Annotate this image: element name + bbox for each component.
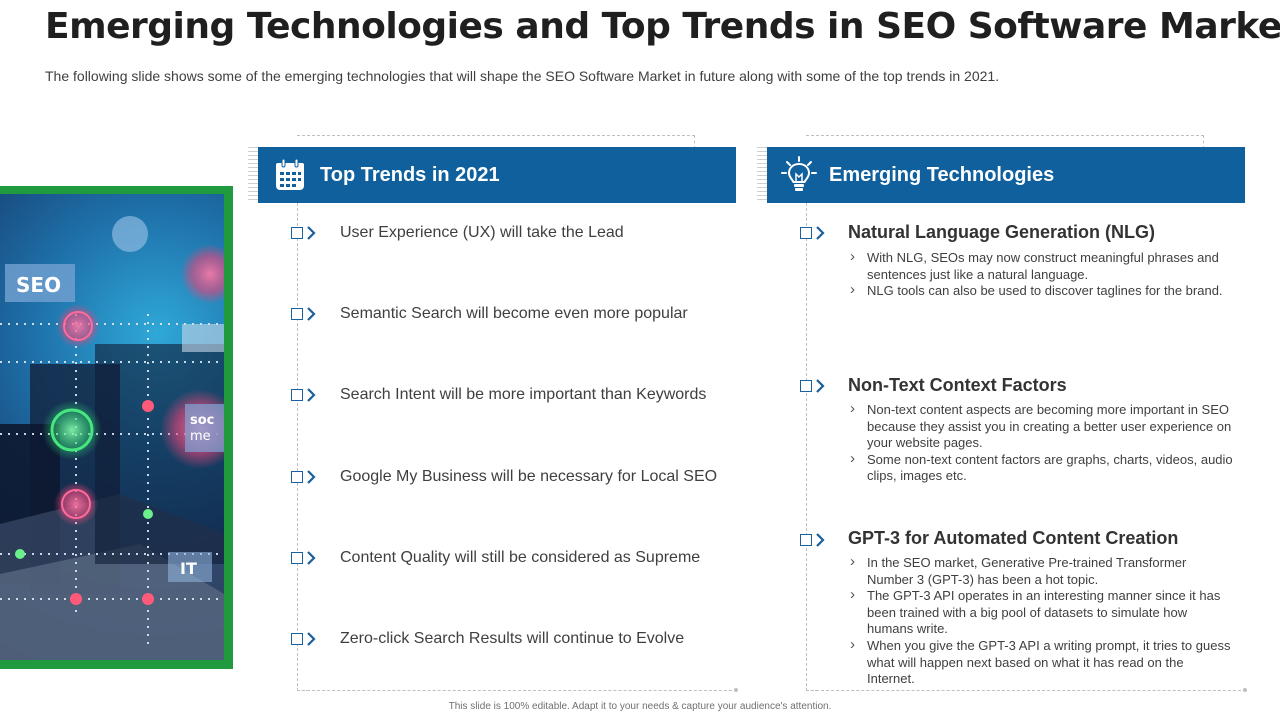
tech-item-title: Non-Text Context Factors (848, 375, 1067, 395)
trends-frame-bottom (297, 690, 737, 691)
footer-note: This slide is 100% editable. Adapt it to… (448, 701, 832, 712)
trends-header-stripes (248, 147, 260, 203)
trend-item: Content Quality will still be considered… (340, 549, 701, 566)
trends-frame-top (297, 135, 695, 149)
tech-header-title: Emerging Technologies (829, 163, 1055, 186)
tech-item-title: Natural Language Generation (NLG) (848, 222, 1156, 242)
media-label: me (190, 429, 211, 444)
trend-bullet-icon (291, 225, 317, 241)
tech-point: Some non-text content factors are graphs… (848, 451, 1233, 485)
tech-item-points: Non-text content aspects are becoming mo… (848, 401, 1233, 485)
tech-bullet-icon (800, 378, 826, 394)
tech-item-points: In the SEO market, Generative Pre-traine… (848, 554, 1233, 688)
seo-image-frame: SEO soc me IT (0, 186, 233, 669)
tech-item-title: GPT-3 for Automated Content Creation (848, 528, 1179, 548)
tech-point: In the SEO market, Generative Pre-traine… (848, 554, 1233, 588)
trend-item: Semantic Search will become even more po… (340, 305, 688, 322)
trends-frame-dot (734, 688, 738, 692)
trend-bullet-icon (291, 550, 317, 566)
it-label: IT (180, 559, 197, 578)
tech-point: The GPT-3 API operates in an interesting… (848, 587, 1233, 638)
tech-point: NLG tools can also be used to discover t… (848, 282, 1233, 300)
seo-label: SEO (16, 273, 61, 297)
trend-bullet-icon (291, 387, 317, 403)
tech-frame-bottom (806, 690, 1246, 691)
trend-item: Google My Business will be necessary for… (340, 468, 718, 485)
tech-frame-dot (1243, 688, 1247, 692)
trend-bullet-icon (291, 469, 317, 485)
tech-point: When you give the GPT-3 API a writing pr… (848, 637, 1233, 688)
trends-header-title: Top Trends in 2021 (320, 163, 500, 186)
tech-bullet-icon (800, 225, 826, 241)
slide-subtitle: The following slide shows some of the em… (45, 68, 1000, 84)
trends-header: Top Trends in 2021 (258, 147, 736, 203)
trend-item: Search Intent will be more important tha… (340, 386, 707, 403)
seo-technology-image: SEO soc me IT (0, 194, 224, 660)
tech-header: Emerging Technologies (767, 147, 1245, 203)
trend-item: User Experience (UX) will take the Lead (340, 224, 624, 241)
tech-point: With NLG, SEOs may now construct meaning… (848, 249, 1233, 283)
trend-item: Zero-click Search Results will continue … (340, 630, 685, 647)
tech-item-points: With NLG, SEOs may now construct meaning… (848, 249, 1233, 300)
trend-bullet-icon (291, 631, 317, 647)
lightbulb-icon (779, 155, 819, 195)
trend-bullet-icon (291, 306, 317, 322)
tech-bullet-icon (800, 532, 826, 548)
calendar-icon (270, 155, 310, 195)
tech-frame-top (806, 135, 1204, 149)
seo-illustration: SEO soc me IT (0, 216, 224, 660)
tech-header-stripes (757, 147, 769, 203)
slide-title: Emerging Technologies and Top Trends in … (45, 6, 1280, 47)
social-label: soc (190, 413, 214, 428)
tech-point: Non-text content aspects are becoming mo… (848, 401, 1233, 452)
